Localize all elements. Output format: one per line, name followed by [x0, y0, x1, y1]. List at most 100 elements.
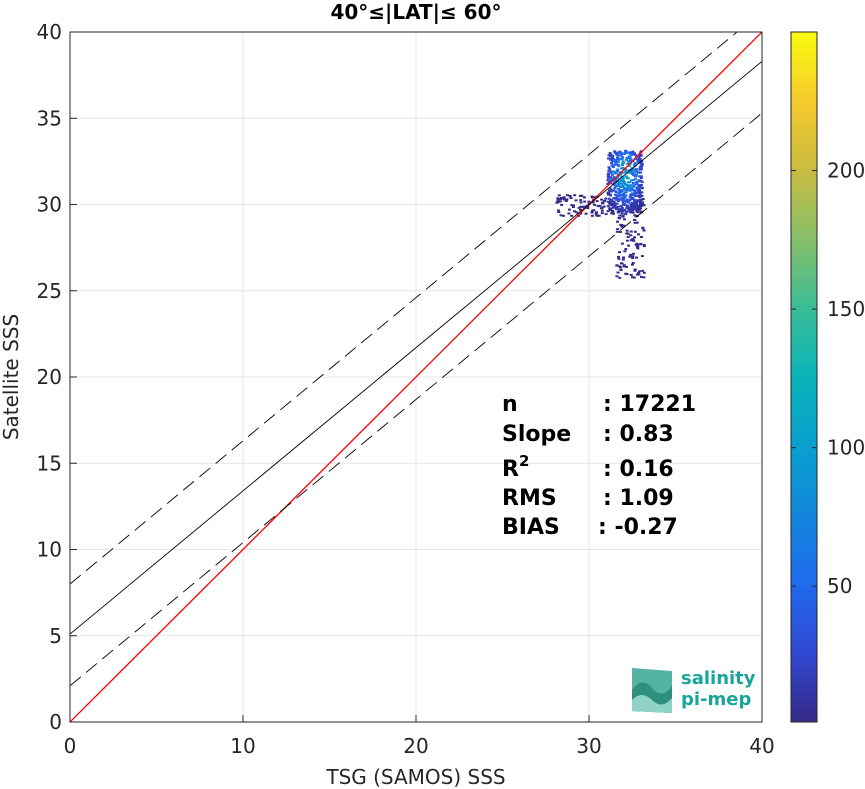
density-cell — [599, 207, 603, 210]
density-cell — [620, 153, 624, 156]
density-cell — [606, 183, 610, 185]
density-cell — [638, 202, 642, 205]
density-cell — [606, 172, 610, 175]
density-cell — [624, 212, 628, 215]
density-cell — [617, 151, 621, 154]
density-cell — [633, 152, 636, 155]
density-cell — [625, 198, 629, 201]
density-cell — [568, 195, 572, 197]
density-cell — [636, 205, 640, 208]
density-cell — [634, 203, 638, 206]
density-cell — [626, 162, 630, 165]
density-cell — [614, 208, 618, 211]
density-cell — [613, 179, 617, 182]
density-cell — [612, 164, 616, 167]
density-cell — [635, 200, 639, 203]
density-cell — [639, 207, 642, 210]
stat-bias-label: BIAS — [502, 515, 560, 540]
density-cell — [636, 186, 640, 189]
density-cell — [606, 210, 610, 213]
density-cell — [635, 188, 639, 191]
density-cell — [640, 191, 644, 194]
colorbar-tick-label-0: 50 — [827, 574, 852, 598]
density-cell — [636, 243, 640, 246]
density-cell — [623, 196, 627, 199]
density-cell — [629, 194, 633, 197]
density-cell — [631, 255, 635, 258]
density-cell — [618, 276, 622, 279]
density-cell — [626, 151, 630, 154]
density-cell — [617, 200, 620, 203]
density-cell — [570, 204, 574, 207]
density-cell — [617, 183, 621, 185]
density-cell — [567, 212, 571, 215]
density-cell — [637, 175, 641, 178]
density-cell — [591, 209, 595, 212]
density-cell — [639, 167, 643, 170]
colorbar-ticks: 50 100 150 200 — [791, 159, 865, 598]
density-cell — [625, 265, 628, 268]
regression-upper-line — [70, 32, 738, 585]
density-cell — [628, 189, 632, 192]
density-cell — [631, 179, 635, 182]
density-cell — [615, 197, 619, 200]
density-cell — [640, 195, 644, 198]
density-cell — [640, 202, 644, 205]
density-cell — [620, 225, 624, 228]
stat-r2-label: R2 — [502, 452, 529, 482]
density-cell — [620, 262, 624, 265]
density-cell — [620, 207, 624, 210]
density-cell — [579, 205, 583, 208]
density-cell — [627, 244, 631, 247]
density-cell — [625, 158, 628, 161]
density-cell — [617, 255, 620, 258]
density-cell — [626, 236, 630, 238]
density-cell — [628, 184, 632, 187]
density-cell — [632, 184, 636, 187]
density-cell — [626, 204, 629, 207]
density-cell — [615, 275, 619, 278]
density-cell — [618, 265, 622, 268]
density-cell — [630, 169, 634, 172]
density-cell — [626, 181, 630, 184]
density-cell — [586, 207, 590, 209]
density-cell — [624, 175, 628, 178]
density-cell — [621, 258, 625, 261]
density-cell — [622, 224, 626, 227]
density-cell — [621, 162, 625, 165]
density-cell — [633, 230, 637, 233]
density-cell — [613, 159, 617, 162]
density-cell — [577, 206, 581, 209]
density-cell — [607, 166, 611, 169]
density-cell — [629, 234, 633, 237]
y-axis-label: Satellite SSS — [0, 314, 23, 440]
density-cell — [596, 205, 600, 208]
density-cell — [628, 210, 632, 213]
density-cell — [637, 273, 641, 276]
density-cell — [615, 199, 619, 202]
density-cell — [630, 263, 634, 266]
density-cell — [606, 179, 610, 182]
density-cell — [627, 185, 631, 188]
density-cell — [615, 185, 619, 188]
density-cell — [635, 182, 639, 185]
density-cell — [623, 151, 627, 154]
stat-slope-value: : 0.83 — [603, 422, 674, 447]
density-cell — [619, 154, 623, 157]
logo-line-1: salinity — [681, 668, 756, 689]
y-tick-label-6: 30 — [37, 193, 62, 217]
density-cell — [595, 211, 598, 214]
fit-lines — [70, 32, 762, 722]
density-cell — [609, 153, 613, 156]
density-cell — [613, 172, 617, 175]
stat-rms-value: : 1.09 — [603, 486, 674, 511]
density-cell — [611, 160, 615, 163]
density-cell — [627, 206, 631, 209]
density-cell — [633, 221, 637, 224]
density-cell — [639, 175, 643, 178]
density-cell — [631, 188, 635, 191]
density-cell — [634, 171, 638, 174]
density-cell — [609, 179, 613, 182]
stat-r2-sup: 2 — [519, 452, 529, 470]
